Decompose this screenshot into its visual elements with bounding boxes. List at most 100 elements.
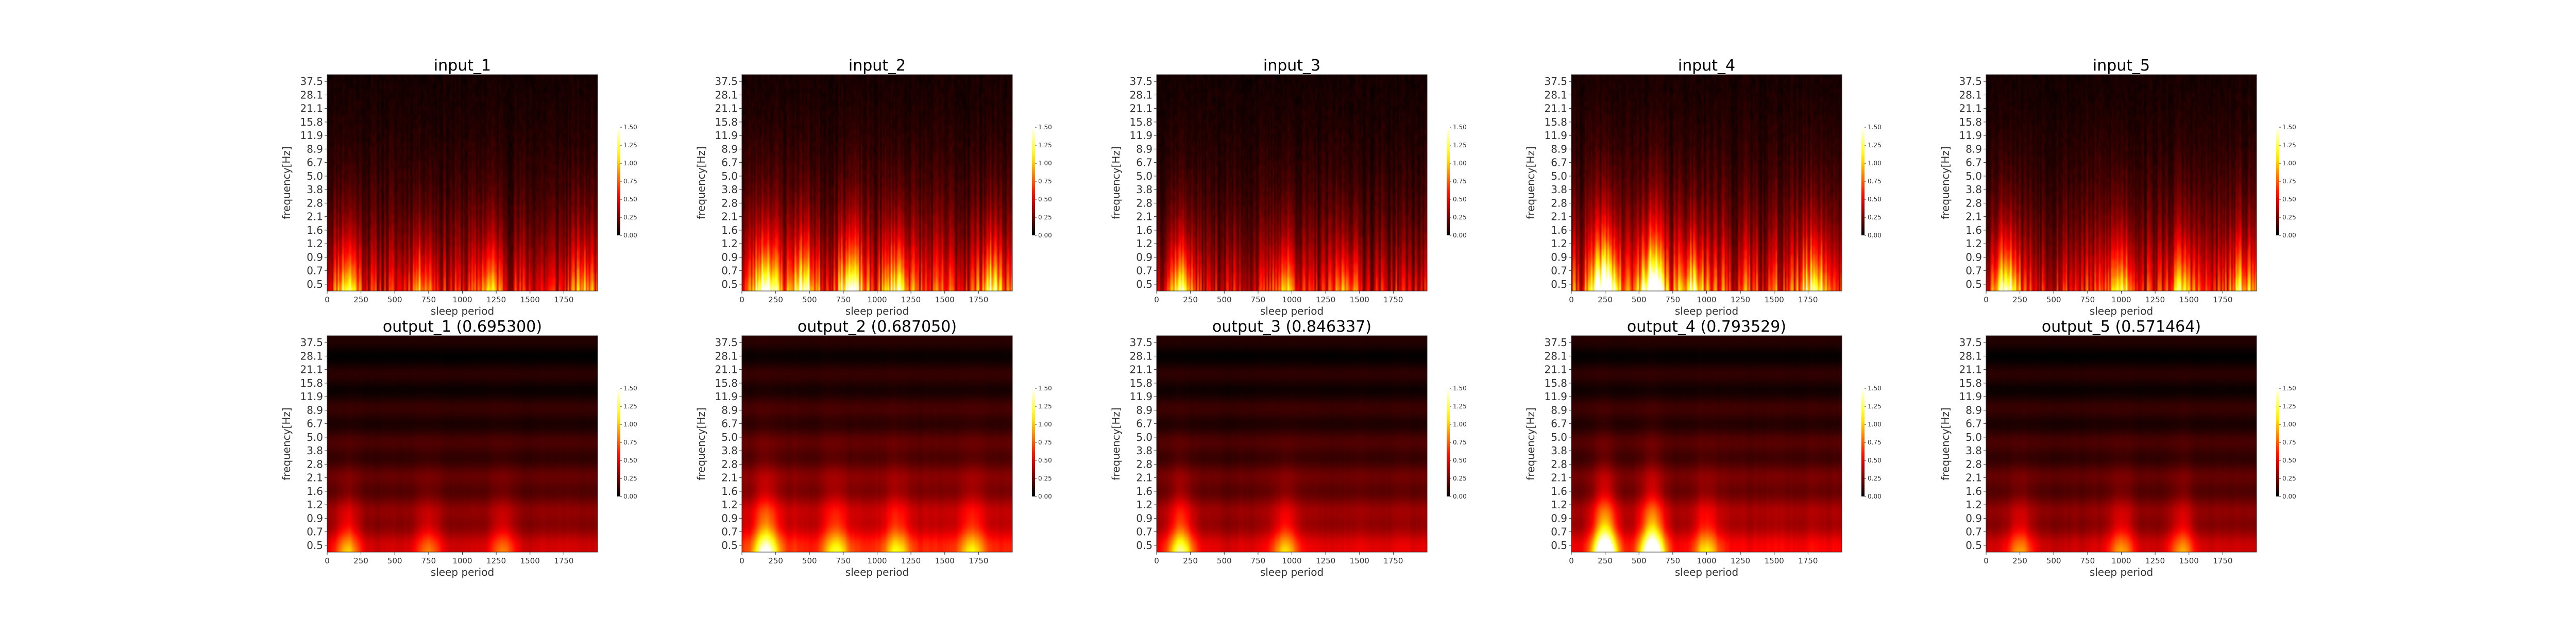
y-tick-label: 21.1 [1544,364,1567,376]
y-tick-label: 28.1 [1959,350,1982,362]
colorbar-tick-label: 0.75 [1453,178,1467,185]
panel-title: input_2 [849,57,906,75]
panel-title: input_5 [2093,57,2150,75]
y-tick-label: 8.9 [1551,143,1567,155]
x-axis-label: sleep period [431,305,494,317]
x-tick-label: 1000 [867,295,887,304]
colorbar [1032,127,1035,235]
y-tick-label: 37.5 [1544,75,1567,88]
colorbar-tick-label: 0.50 [1868,457,1882,464]
panel-title: output_4 (0.793529) [1627,318,1786,336]
panel-title: output_2 (0.687050) [798,318,957,336]
colorbar-tick-label: 1.00 [1453,160,1467,167]
colorbar-tick-label: 0.50 [2282,196,2296,203]
y-tick-label: 1.6 [1551,224,1567,236]
y-tick-label: 15.8 [1959,116,1982,128]
colorbar-tick-label: 0.50 [1868,196,1882,203]
panel-input_4: input_4 0.50.7 0.91.21.62.1 2.83.85.06.7 8.9… [1524,57,1882,317]
y-tick-label: 11.9 [300,129,323,142]
y-tick-label: 2.8 [1136,197,1153,209]
y-tick-label: 1.2 [1965,499,1982,511]
x-tick-label: 1750 [1798,295,1818,304]
y-tick-label: 15.8 [715,116,738,128]
colorbar-tick-label: 1.25 [1453,142,1467,149]
x-tick-label: 1500 [1350,295,1369,304]
y-tick-label: 2.1 [307,211,323,223]
y-tick-label: 3.8 [307,183,323,196]
x-tick-label: 1500 [2179,295,2199,304]
x-tick-label: 750 [421,295,436,304]
colorbar-tick-label: 1.25 [2282,142,2296,149]
y-tick-label: 15.8 [300,377,323,389]
colorbar-tick-label: 0.75 [1038,439,1052,446]
colorbar-tick-label: 0.50 [623,457,637,464]
x-tick-label: 250 [768,295,783,304]
y-tick-label: 0.7 [1965,265,1982,277]
colorbar-tick-label: 0.00 [2282,493,2296,500]
y-tick-label: 1.2 [721,237,738,250]
y-tick-label: 28.1 [1959,89,1982,101]
y-axis-label: frequency[Hz] [1524,146,1537,219]
y-tick-label: 6.7 [721,157,738,169]
y-tick-label: 3.8 [1136,183,1153,196]
heatmap-image [1157,336,1427,552]
y-tick-label: 28.1 [715,89,738,101]
y-tick-label: 6.7 [1551,157,1567,169]
x-tick-label: 1250 [901,556,921,565]
y-tick-label: 15.8 [715,377,738,389]
y-tick-label: 21.1 [1129,102,1153,115]
x-tick-label: 1000 [452,295,472,304]
y-tick-label: 28.1 [300,89,323,101]
y-tick-label: 0.5 [1965,278,1982,290]
x-tick-label: 750 [1666,295,1681,304]
y-tick-label: 8.9 [307,404,323,416]
colorbar-tick-label: 0.75 [2282,178,2296,185]
x-axis-label: sleep period [1260,566,1324,578]
colorbar-tick-label: 0.25 [2282,475,2296,482]
panel-output_4: output_4 (0.793529) 0.50.7 0.91.2 1.62.1 2.8… [1524,318,1882,578]
x-tick-label: 250 [2012,556,2027,565]
heatmap-image [1571,75,1842,291]
y-tick-label: 15.8 [1959,377,1982,389]
y-tick-label: 2.1 [1551,211,1567,223]
y-tick-label: 21.1 [1959,364,1982,376]
y-tick-label: 1.2 [1551,499,1567,511]
colorbar-tick-label: 0.00 [2282,232,2296,239]
y-tick-label: 37.5 [715,336,738,349]
y-tick-label: 8.9 [721,404,738,416]
y-tick-label: 1.2 [1551,237,1567,250]
colorbar [1032,388,1035,496]
heatmap-image [327,336,598,552]
x-tick-label: 1500 [1765,295,1784,304]
colorbar-tick-label: 1.00 [1038,421,1052,428]
heatmap-image [742,75,1012,291]
y-tick-label: 11.9 [715,129,738,142]
colorbar-tick-label: 0.50 [623,196,637,203]
x-tick-label: 0 [739,556,744,565]
colorbar-tick-label: 0.00 [1038,493,1052,500]
y-tick-label: 15.8 [1544,116,1567,128]
y-tick-label: 11.9 [1959,129,1982,142]
y-axis-label: frequency[Hz] [1524,407,1537,480]
x-tick-label: 250 [2012,295,2027,304]
x-tick-label: 0 [1984,295,1989,304]
colorbar-tick-label: 0.75 [1868,439,1882,446]
colorbar [1861,388,1865,496]
panel-output_5: output_5 (0.571464) 0.50.7 0.91.2 1.62.1 2.8… [1939,318,2296,578]
y-tick-label: 11.9 [1129,390,1153,403]
x-tick-label: 500 [1217,556,1232,565]
x-tick-label: 1000 [1282,556,1301,565]
y-tick-label: 0.5 [721,539,738,552]
panel-title: input_4 [1678,57,1735,75]
colorbar-tick-label: 1.50 [2282,124,2296,131]
panel-input_1: input_1 0.50.7 0.91.21.62.1 2.83.85.06.7 8.9… [280,57,637,317]
colorbar-tick-label: 0.75 [623,178,637,185]
x-tick-label: 1750 [969,556,988,565]
x-tick-label: 0 [325,295,330,304]
y-tick-label: 5.0 [1551,170,1567,182]
colorbar [2276,388,2279,496]
y-axis-label: frequency[Hz] [695,407,707,480]
x-tick-label: 750 [421,556,436,565]
y-tick-label: 1.6 [307,224,323,236]
colorbar-tick-label: 1.00 [2282,421,2296,428]
